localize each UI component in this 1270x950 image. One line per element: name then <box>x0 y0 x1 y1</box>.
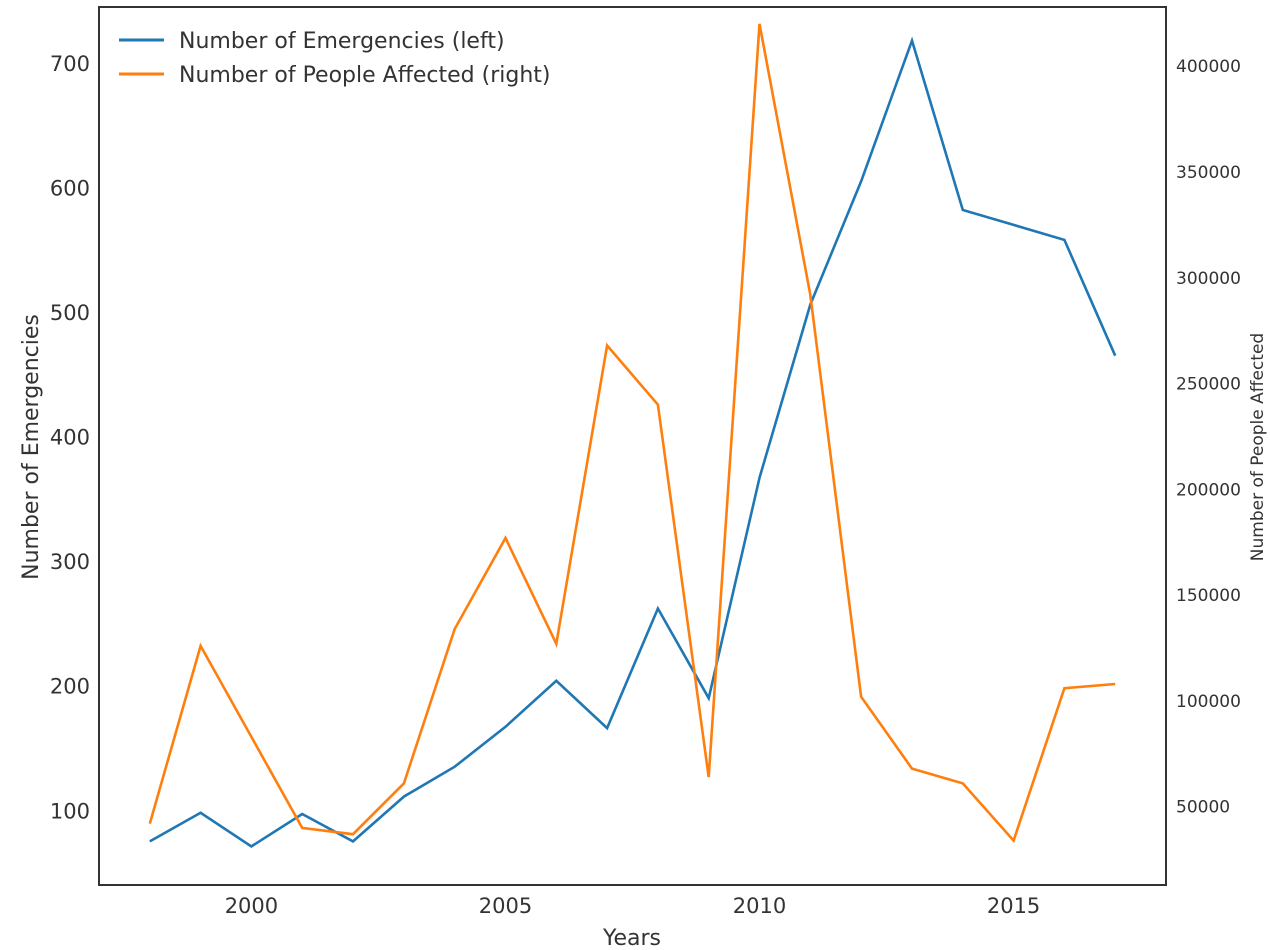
right-y-axis-label: Number of People Affected <box>1248 333 1268 561</box>
plot-area <box>98 6 1167 886</box>
left-y-tick-label: 700 <box>50 52 90 76</box>
right-y-tick-label: 150000 <box>1176 586 1241 606</box>
right-y-tick-label: 100000 <box>1176 692 1241 712</box>
series-lines <box>148 23 1117 848</box>
left-y-tick-label: 600 <box>50 177 90 201</box>
right-y-axis-ticks: 50000 100000 150000 200000 250000 300000 35000… <box>1176 57 1241 817</box>
legend-label-people-affected: Number of People Affected (right) <box>179 63 550 88</box>
left-y-axis-label: Number of Emergencies <box>19 314 44 580</box>
right-y-tick-label: 200000 <box>1176 480 1241 500</box>
right-y-tick-label: 300000 <box>1176 269 1241 289</box>
x-axis-label: Years <box>602 926 661 950</box>
left-y-tick-label: 300 <box>50 550 90 574</box>
right-y-tick-label: 400000 <box>1176 57 1241 77</box>
legend: Number of Emergencies (left) Number of P… <box>119 29 550 88</box>
left-y-tick-label: 200 <box>50 675 90 699</box>
x-tick-label: 2010 <box>733 894 786 918</box>
right-y-tick-label: 50000 <box>1176 798 1230 818</box>
left-y-axis-ticks: 100 200 300 400 500 600 700 <box>50 52 90 823</box>
plot-frame <box>98 6 1167 886</box>
series-line-emergencies <box>149 36 1117 848</box>
x-tick-label: 2005 <box>479 894 532 918</box>
x-tick-label: 2015 <box>987 894 1040 918</box>
left-y-tick-label: 400 <box>50 426 90 450</box>
right-y-tick-label: 350000 <box>1176 163 1241 183</box>
left-y-tick-label: 100 <box>50 799 90 823</box>
left-y-tick-label: 500 <box>50 301 90 325</box>
x-axis-ticks: 2000 2005 2010 2015 <box>225 894 1041 918</box>
series-line-people-affected <box>148 23 1116 844</box>
x-tick-label: 2000 <box>225 894 278 918</box>
right-y-tick-label: 250000 <box>1176 375 1241 395</box>
legend-label-emergencies: Number of Emergencies (left) <box>179 29 505 54</box>
